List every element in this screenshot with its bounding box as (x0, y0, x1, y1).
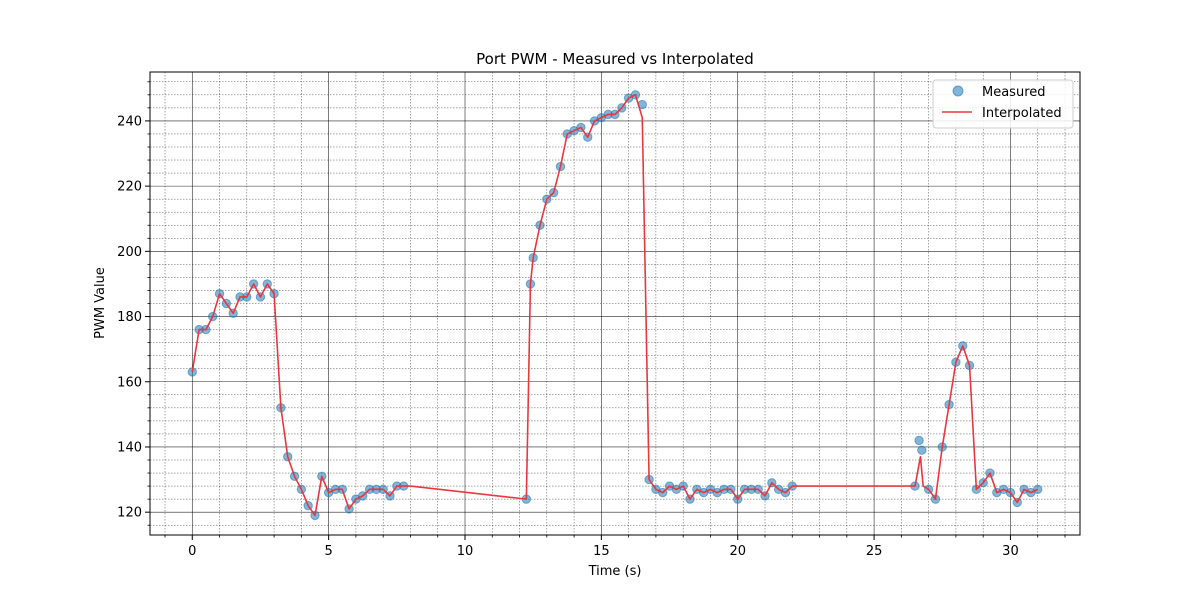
measured-point (914, 435, 924, 446)
interpolated-line (191, 94, 1039, 517)
legend: Measured Interpolated (932, 79, 1074, 129)
y-tick-label: 160 (117, 375, 142, 390)
y-tick-label: 140 (117, 440, 142, 455)
axis-ticks: 0 5 10 15 20 25 30 120 140 160 180 200 220 240 (117, 81, 1066, 559)
x-tick-label: 20 (729, 544, 746, 559)
x-axis-label: Time (s) (588, 564, 642, 579)
measured-point (917, 445, 927, 455)
x-tick-label: 25 (866, 544, 883, 559)
y-tick-label: 120 (117, 506, 142, 521)
x-tick-label: 5 (324, 544, 332, 559)
x-tick-label: 0 (188, 544, 196, 559)
y-tick-label: 200 (117, 245, 142, 260)
y-tick-label: 240 (117, 114, 142, 129)
x-tick-label: 10 (457, 544, 474, 559)
y-tick-label: 180 (117, 310, 142, 325)
x-tick-label: 30 (1002, 544, 1019, 559)
minor-grid (150, 72, 1080, 535)
y-tick-label: 220 (117, 180, 142, 195)
legend-box (932, 79, 1074, 129)
legend-marker-measured (952, 85, 964, 97)
y-axis-label: PWM Value (93, 267, 108, 339)
x-tick-label: 15 (593, 544, 610, 559)
chart-title: Port PWM - Measured vs Interpolated (476, 50, 754, 68)
legend-label-interpolated: Interpolated (982, 106, 1062, 121)
interpolated-series (191, 94, 1039, 517)
legend-label-measured: Measured (982, 85, 1046, 100)
